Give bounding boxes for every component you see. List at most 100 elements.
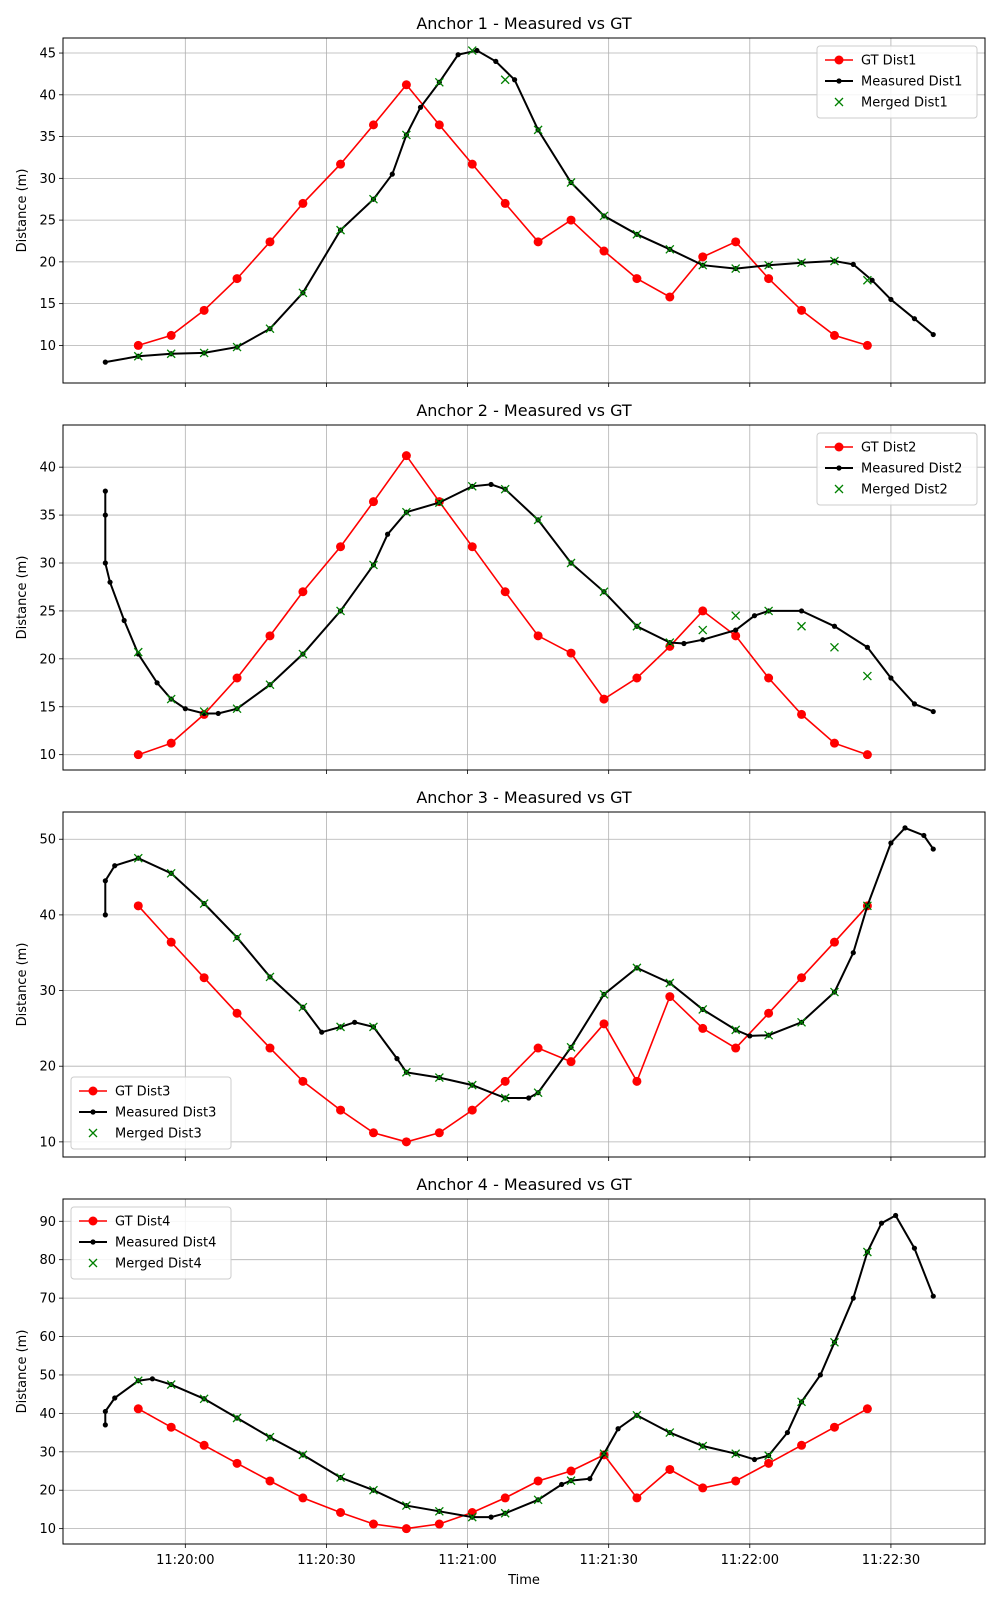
y-tick-label: 10 <box>39 1135 56 1150</box>
y-tick-label: 25 <box>39 604 56 619</box>
data-point <box>434 1073 444 1083</box>
data-point <box>797 973 807 983</box>
data-point <box>102 1408 108 1415</box>
data-point <box>455 52 461 58</box>
chart-title: Anchor 1 - Measured vs GT <box>416 14 632 33</box>
chart-title: Anchor 3 - Measured vs GT <box>416 788 632 807</box>
data-point <box>401 507 411 517</box>
data-point <box>298 1493 308 1503</box>
y-tick-label: 30 <box>39 172 56 187</box>
data-point <box>166 1422 176 1432</box>
data-point <box>533 1088 543 1098</box>
x-tick-label: 11:20:30 <box>297 1553 355 1568</box>
x-tick-label: 11:22:00 <box>721 1553 779 1568</box>
legend-label: GT Dist4 <box>115 1215 170 1230</box>
legend-marker <box>88 1128 98 1138</box>
data-point <box>665 978 675 988</box>
data-point <box>265 680 275 690</box>
legend-box <box>816 432 978 506</box>
data-point <box>112 1395 118 1401</box>
data-point <box>368 1519 378 1529</box>
legend-label: GT Dist3 <box>115 1085 170 1100</box>
data-point <box>369 1485 378 1495</box>
data-point <box>467 481 477 491</box>
y-tick-label: 45 <box>39 47 56 62</box>
data-point <box>265 237 275 247</box>
data-point <box>681 640 687 647</box>
data-point <box>566 1476 576 1486</box>
legend-label: Measured Dist3 <box>115 1106 216 1121</box>
data-point <box>102 488 108 494</box>
data-point <box>199 899 209 909</box>
data-point <box>888 296 894 303</box>
data-point <box>830 256 839 266</box>
data-point <box>731 1449 741 1459</box>
data-point <box>102 512 108 518</box>
series-gt-dist2 <box>133 451 872 760</box>
x-tick-label: 11:21:00 <box>438 1553 496 1568</box>
series-merged-dist4 <box>133 1247 872 1522</box>
data-point <box>698 1441 708 1451</box>
y-tick-label: 30 <box>39 557 56 572</box>
data-point <box>751 613 758 619</box>
data-point <box>533 515 543 525</box>
axes-frame <box>62 424 986 771</box>
data-point <box>533 1495 543 1505</box>
series-gt-dist1 <box>133 80 872 350</box>
series-line <box>138 454 868 756</box>
y-tick-label: 10 <box>39 748 56 763</box>
series-merged-dist1 <box>133 46 872 361</box>
data-point <box>797 305 807 315</box>
series-measured-dist2 <box>102 481 936 717</box>
data-point <box>166 868 176 878</box>
data-point <box>911 1245 918 1251</box>
data-point <box>369 194 378 204</box>
legend-marker <box>836 78 842 84</box>
data-point <box>533 1476 543 1486</box>
data-point <box>731 631 741 641</box>
data-point <box>265 1432 275 1442</box>
data-point <box>632 963 642 973</box>
x-tick-label: 11:21:30 <box>579 1553 637 1568</box>
data-point <box>665 992 675 1002</box>
data-point <box>401 1501 411 1511</box>
y-tick-label: 10 <box>39 1522 56 1537</box>
data-point <box>500 484 510 494</box>
data-point <box>467 46 477 55</box>
data-point <box>467 159 477 169</box>
data-point <box>493 58 499 64</box>
x-axis-label: Time <box>507 1573 540 1588</box>
x-tick-label: 11:20:00 <box>156 1553 214 1568</box>
data-point <box>911 316 918 322</box>
data-point <box>133 901 143 911</box>
data-point <box>700 637 706 643</box>
data-point <box>336 159 346 169</box>
data-point <box>232 1458 242 1468</box>
data-point <box>166 349 176 359</box>
data-point <box>401 1137 411 1147</box>
data-point <box>336 1105 346 1115</box>
data-point <box>862 275 872 285</box>
legend-label: Merged Dist3 <box>115 1127 202 1142</box>
data-point <box>798 608 805 614</box>
chart-panel-4: 11:20:00 11:20:30 11:21:00 11:21:30 11:22:00… <box>15 1175 986 1588</box>
data-point <box>298 649 308 659</box>
data-point <box>930 708 936 715</box>
data-point <box>599 989 609 999</box>
data-point <box>751 1456 758 1463</box>
data-point <box>166 694 176 704</box>
y-tick-label: 50 <box>39 833 56 848</box>
data-point <box>434 120 444 130</box>
series-line <box>137 905 868 1143</box>
data-point <box>102 359 108 365</box>
data-point <box>368 1128 378 1138</box>
data-point <box>369 1022 378 1032</box>
data-point <box>698 1023 708 1033</box>
data-point <box>829 738 839 748</box>
data-point <box>265 1476 275 1486</box>
legend-marker <box>90 1109 96 1115</box>
y-tick-label: 30 <box>39 984 56 999</box>
y-tick-label: 35 <box>39 130 56 145</box>
legend-box <box>816 45 978 119</box>
chart-panel-3: 10 20 30 40 50 Anchor 3 - Measured vs GT Dista… <box>15 788 986 1161</box>
